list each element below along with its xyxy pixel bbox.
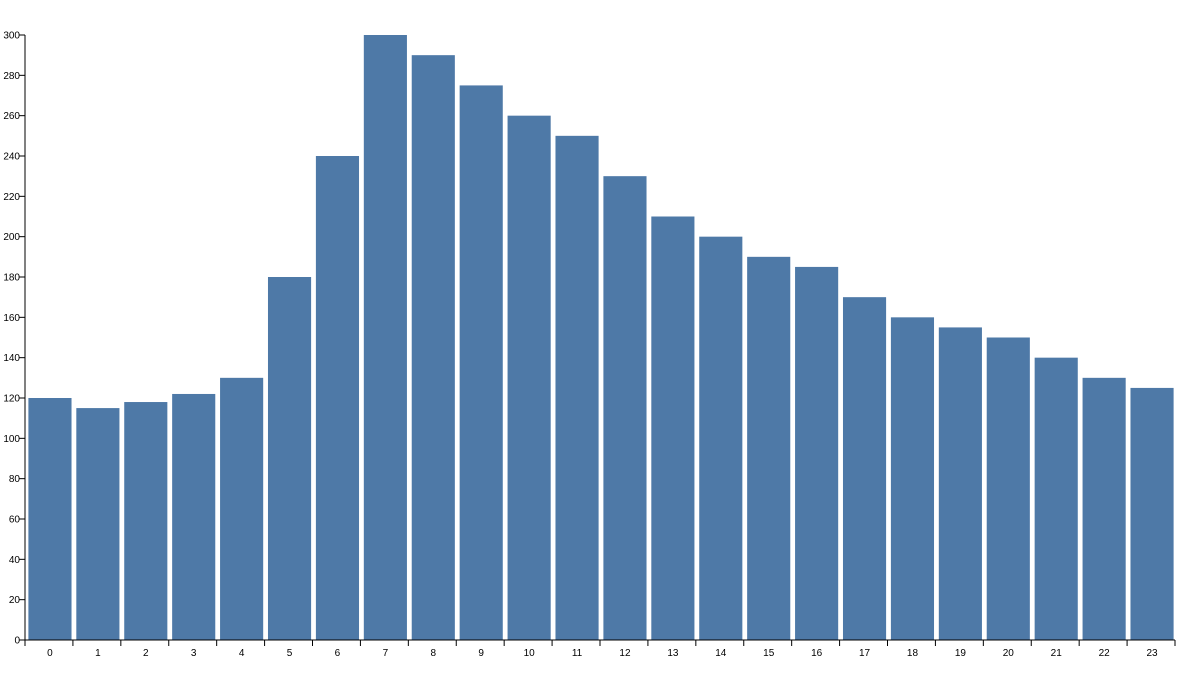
- y-tick-label: 240: [3, 152, 20, 163]
- x-tick-label: 14: [715, 648, 727, 659]
- bar-0: [28, 398, 72, 640]
- y-tick-label: 20: [9, 595, 21, 606]
- bar-23: [1130, 387, 1174, 640]
- y-tick-label: 260: [3, 111, 20, 122]
- y-tick-label: 220: [3, 192, 20, 203]
- bar-4: [220, 377, 264, 640]
- x-tick-label: 16: [811, 648, 823, 659]
- bar-16: [795, 266, 839, 640]
- x-tick-label: 4: [239, 648, 245, 659]
- y-tick-label: 100: [3, 434, 20, 445]
- bar-9: [459, 85, 503, 640]
- bar-20: [986, 337, 1030, 640]
- bar-6: [315, 156, 360, 640]
- y-tick-label: 160: [3, 313, 20, 324]
- x-tick-label: 2: [143, 648, 149, 659]
- y-tick-label: 60: [9, 515, 21, 526]
- bar-11: [555, 135, 599, 641]
- x-tick-label: 20: [1003, 648, 1015, 659]
- bar-1: [76, 408, 120, 640]
- bar-21: [1034, 357, 1078, 640]
- y-tick-label: 200: [3, 232, 20, 243]
- x-tick-label: 18: [907, 648, 919, 659]
- x-tick-label: 10: [524, 648, 536, 659]
- bar-13: [651, 216, 695, 640]
- y-tick-label: 0: [14, 636, 20, 647]
- x-tick-label: 21: [1051, 648, 1063, 659]
- y-tick-label: 120: [3, 394, 20, 405]
- y-tick-label: 40: [9, 555, 21, 566]
- x-tick-label: 5: [287, 648, 293, 659]
- x-axis: 0 1 2 3 4 5 6 7 8 9 10 11 12 13 14 15 16 17 18 19 20 21 22 23: [24, 639, 1176, 659]
- x-tick-label: 1: [95, 648, 101, 659]
- bar-10: [507, 115, 551, 640]
- bar-15: [747, 256, 791, 640]
- y-tick-label: 300: [3, 31, 20, 42]
- y-tick-label: 140: [3, 353, 20, 364]
- x-tick-label: 23: [1146, 648, 1158, 659]
- x-tick-label: 13: [667, 648, 679, 659]
- x-tick-label: 11: [572, 648, 583, 659]
- bar-2: [124, 402, 168, 640]
- x-tick-label: 15: [763, 648, 775, 659]
- x-tick-label: 17: [859, 648, 871, 659]
- x-tick-label: 9: [478, 648, 484, 659]
- bar-14: [699, 236, 743, 640]
- y-tick-label: 180: [3, 273, 20, 284]
- bar-22: [1082, 377, 1126, 640]
- x-tick-label: 6: [335, 648, 341, 659]
- bar-19: [938, 327, 982, 640]
- bars: [28, 35, 1174, 641]
- y-tick-label: 80: [9, 474, 21, 485]
- bar-8: [411, 55, 455, 640]
- bar-3: [172, 393, 216, 640]
- y-tick-label: 280: [3, 71, 20, 82]
- x-tick-label: 22: [1099, 648, 1111, 659]
- x-tick-label: 3: [191, 648, 197, 659]
- x-tick-label: 19: [955, 648, 967, 659]
- bar-5: [267, 277, 312, 640]
- bar-12: [603, 176, 647, 640]
- x-tick-label: 8: [431, 648, 437, 659]
- y-axis: 0 20 40 60 80 100 120 140 160 180 200 220 240 260 280 3…: [3, 31, 26, 647]
- bar-17: [842, 297, 887, 640]
- bar-7: [363, 35, 407, 640]
- x-tick-label: 7: [383, 648, 389, 659]
- bar-18: [890, 317, 935, 640]
- x-tick-label: 12: [619, 648, 631, 659]
- x-tick-label: 0: [47, 648, 53, 659]
